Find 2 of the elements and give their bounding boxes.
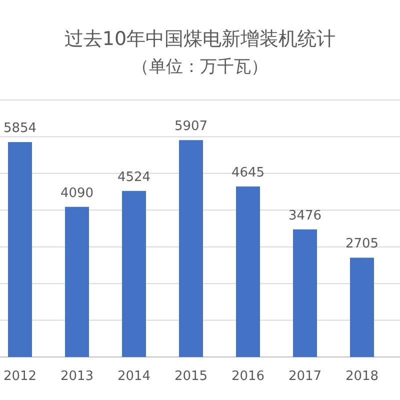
- title: 过去10年中国煤电新增装机统计: [64, 28, 336, 50]
- subtitle: （单位：万千瓦）: [132, 57, 268, 77]
